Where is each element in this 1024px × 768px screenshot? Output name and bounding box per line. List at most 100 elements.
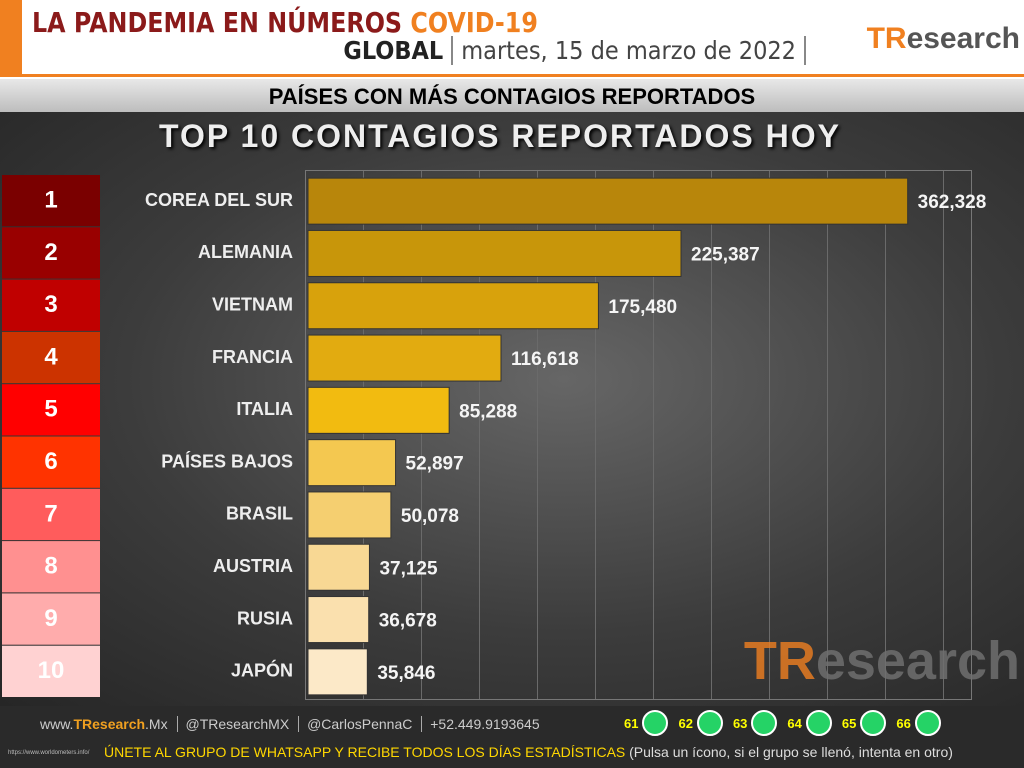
- web-brand: TResearch: [73, 716, 146, 732]
- whatsapp-group[interactable]: 65: [841, 710, 887, 736]
- rank-box: [2, 488, 100, 541]
- group-number: 62: [678, 715, 693, 731]
- scope: GLOBAL: [343, 36, 454, 65]
- web-prefix: www.: [40, 716, 74, 732]
- data-label: 116,618: [511, 349, 579, 370]
- groups: 61 62 63 64 65 66: [624, 710, 941, 736]
- rank-box: [2, 384, 100, 436]
- logo: TResearch: [867, 22, 1020, 56]
- chart-title: TOP 10 CONTAGIOS REPORTADOS HOY: [159, 118, 841, 154]
- data-label: 175,480: [608, 297, 677, 318]
- whatsapp-group[interactable]: 61: [624, 710, 669, 736]
- section-title: PAÍSES CON MÁS CONTAGIOS REPORTADOS: [0, 79, 1024, 112]
- phone[interactable]: +52.449.9193645: [421, 716, 540, 732]
- title: LA PANDEMIA EN NÚMEROS: [32, 6, 403, 39]
- date: martes, 15 de marzo de 2022: [461, 36, 806, 65]
- web-suffix: .Mx: [145, 716, 168, 732]
- group-number: 61: [624, 715, 639, 731]
- bar: [307, 177, 909, 225]
- whatsapp-icon[interactable]: [914, 710, 941, 736]
- rank-label: 1: [44, 186, 57, 213]
- group-number: 63: [732, 715, 748, 731]
- y-tick-label: FRANCIA: [212, 347, 293, 367]
- watermark: TResearch: [744, 630, 1020, 692]
- title-accent: COVID-19: [410, 6, 538, 39]
- data-label: 85,288: [459, 401, 517, 422]
- bar: [307, 543, 370, 591]
- y-tick-label: PAÍSES BAJOS: [161, 450, 293, 471]
- twitter[interactable]: @TResearchMX: [176, 716, 290, 732]
- y-tick-label: JAPÓN: [231, 660, 293, 681]
- cta: ÚNETE AL GRUPO DE WHATSAPP Y RECIBE TODO…: [104, 744, 953, 760]
- rank-label: 4: [44, 343, 58, 370]
- header-title: LA PANDEMIA EN NÚMEROS COVID-19: [32, 6, 538, 39]
- rank-label: 10: [38, 657, 65, 684]
- rank-box: [2, 541, 100, 593]
- group-number: 66: [896, 715, 911, 731]
- rank-label: 5: [44, 396, 57, 423]
- rank-label: 2: [44, 239, 57, 266]
- bar: [307, 648, 368, 696]
- contacts: www.TResearch.Mx @TResearchMX @CarlosPen…: [40, 716, 540, 732]
- rank-label: 7: [44, 500, 57, 527]
- data-label: 362,328: [918, 192, 987, 213]
- bar: [307, 439, 397, 487]
- cta-text: ÚNETE AL GRUPO DE WHATSAPP Y RECIBE TODO…: [104, 744, 626, 760]
- data-label: 225,387: [691, 244, 760, 265]
- data-label: 50,078: [401, 506, 459, 527]
- rank-box: [2, 331, 100, 384]
- logo-a: TR: [866, 22, 907, 55]
- whatsapp-group[interactable]: 63: [732, 710, 778, 736]
- wm-b: esearch: [815, 631, 1020, 691]
- header-subtitle: GLOBAL martes, 15 de marzo de 2022: [343, 36, 806, 65]
- whatsapp-group[interactable]: 64: [787, 710, 832, 736]
- rank-box: [2, 436, 100, 488]
- y-tick-label: BRASIL: [226, 504, 293, 524]
- y-tick-label: COREA DEL SUR: [145, 190, 293, 210]
- rank-box: [2, 227, 100, 279]
- whatsapp-icon[interactable]: [696, 710, 723, 736]
- rank-label: 3: [44, 291, 57, 318]
- data-label: 52,897: [406, 454, 464, 475]
- group-number: 65: [841, 715, 857, 731]
- header: LA PANDEMIA EN NÚMEROS COVID-19 GLOBAL ma…: [0, 0, 1024, 77]
- chart: 1 2 3 4 5 6 7 8 9 10 COREA DEL SUR 362,328 ALEMANIA 2…: [2, 175, 987, 697]
- bar: [307, 334, 502, 382]
- y-tick-label: VIETNAM: [212, 295, 293, 315]
- group-number: 64: [787, 715, 802, 731]
- stripe: [0, 0, 22, 74]
- data-label: 37,125: [379, 558, 438, 579]
- y-tick-label: RUSIA: [237, 608, 293, 628]
- y-tick-label: ALEMANIA: [198, 242, 293, 262]
- rank-label: 8: [44, 553, 57, 580]
- whatsapp-icon[interactable]: [805, 710, 832, 736]
- bar: [307, 282, 599, 330]
- y-tick-label: ITALIA: [236, 399, 293, 419]
- source: https://www.worldometers.info/: [8, 750, 90, 756]
- whatsapp-icon[interactable]: [860, 710, 887, 736]
- twitter2[interactable]: @CarlosPennaC: [298, 716, 413, 732]
- whatsapp-group[interactable]: 66: [896, 710, 941, 736]
- wm-a: TR: [743, 631, 816, 691]
- website[interactable]: www.TResearch.Mx: [40, 716, 168, 732]
- data-label: 36,678: [379, 611, 437, 632]
- bar: [307, 386, 450, 434]
- rank-box: [2, 175, 100, 227]
- bar: [307, 229, 682, 277]
- cta-note: (Pulsa un ícono, si el grupo se llenó, i…: [629, 744, 953, 760]
- footer: www.TResearch.Mx @TResearchMX @CarlosPen…: [0, 706, 1024, 768]
- rank-box: [2, 279, 100, 331]
- rank-label: 9: [44, 605, 57, 632]
- data-label: 35,846: [377, 663, 435, 684]
- rank-box: [2, 593, 100, 645]
- bar: [307, 596, 370, 644]
- whatsapp-icon[interactable]: [751, 710, 778, 736]
- whatsapp-icon[interactable]: [642, 710, 669, 736]
- whatsapp-group[interactable]: 62: [678, 710, 723, 736]
- bar: [307, 491, 392, 539]
- rank-label: 6: [44, 448, 57, 475]
- y-tick-label: AUSTRIA: [213, 556, 293, 576]
- logo-b: esearch: [906, 22, 1020, 55]
- rank-box: [2, 645, 100, 697]
